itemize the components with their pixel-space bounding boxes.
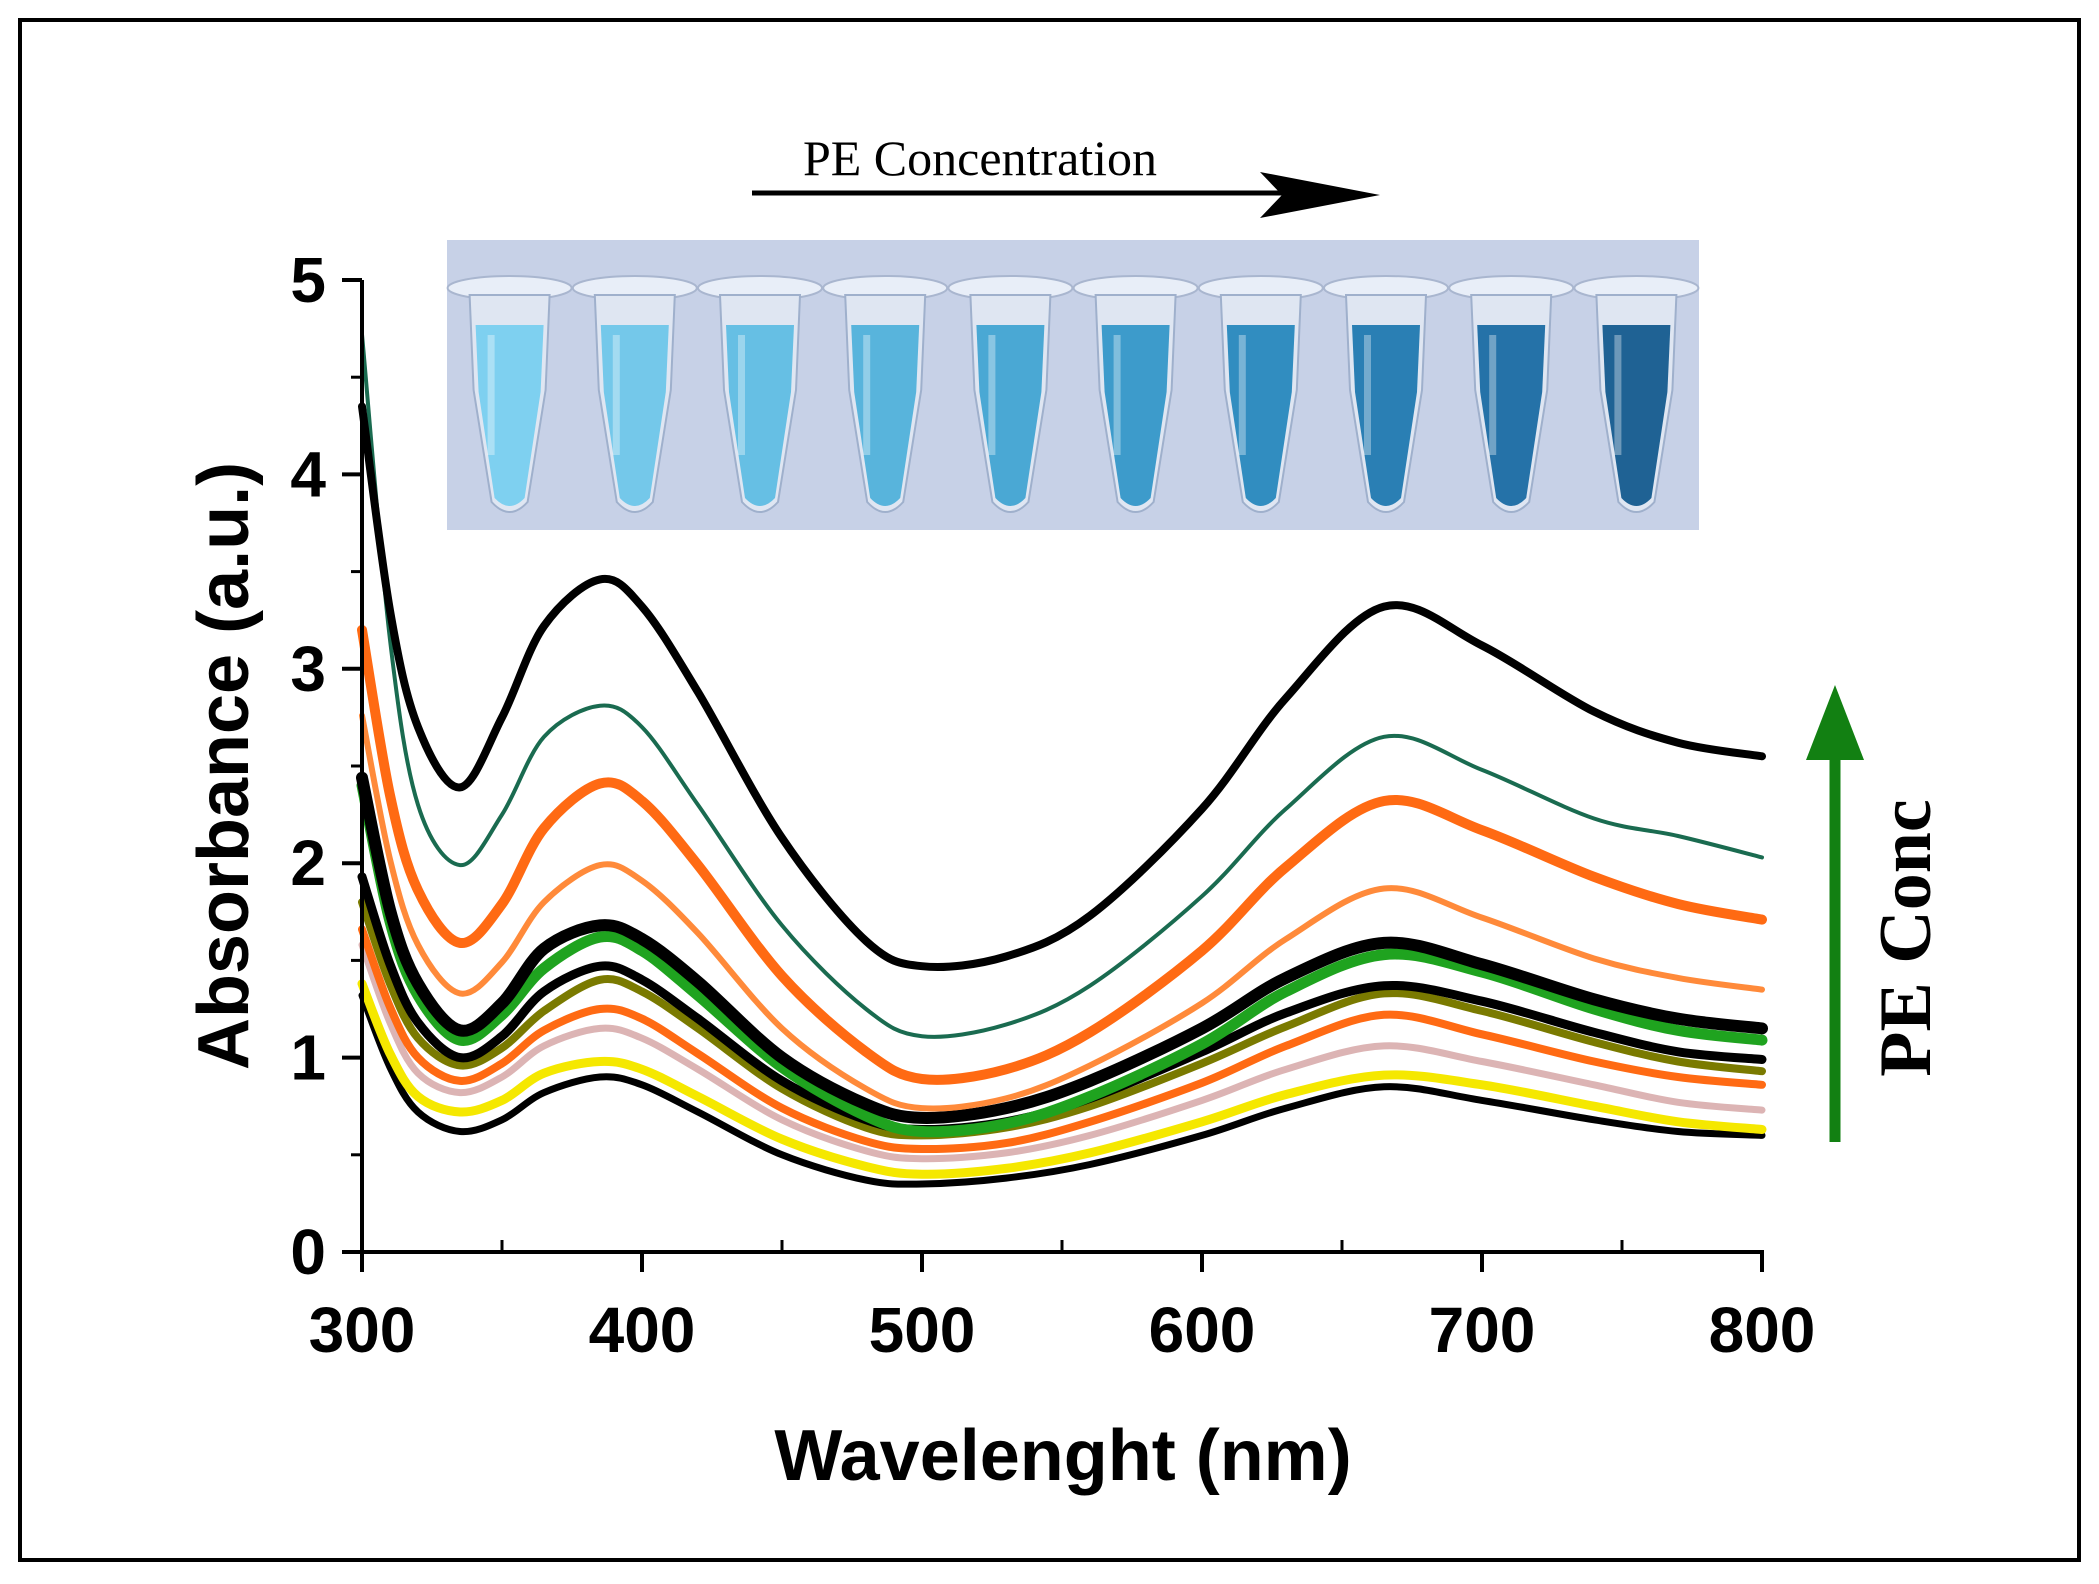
concentration-arrow-label: PE Concentration <box>803 130 1157 186</box>
tube <box>822 275 949 513</box>
series-line <box>360 332 1764 1039</box>
tube-liquid <box>1352 325 1420 506</box>
series-line <box>358 402 1766 971</box>
concentration-arrow-side: PE Conc <box>1806 685 1947 1142</box>
tube-highlight <box>738 335 745 455</box>
tube-highlight <box>988 335 996 455</box>
tube <box>947 275 1074 513</box>
tube-highlight <box>1113 335 1121 455</box>
series-line <box>357 624 1767 1085</box>
x-tick-label: 400 <box>589 1294 696 1366</box>
side-arrow-head <box>1806 685 1864 760</box>
tube <box>571 275 698 513</box>
tube-liquid <box>600 325 669 506</box>
tube-highlight <box>1238 335 1246 455</box>
tube-highlight <box>487 335 495 455</box>
series-line <box>358 991 1766 1188</box>
x-tick-label: 500 <box>869 1294 976 1366</box>
series-line <box>358 898 1766 1140</box>
y-tick-label: 2 <box>290 827 326 899</box>
tube-highlight <box>612 335 620 455</box>
y-tick-label: 5 <box>290 244 326 316</box>
tube-highlight <box>863 335 871 455</box>
tube-liquid <box>851 325 920 506</box>
tube <box>1448 275 1575 513</box>
tube-liquid <box>1101 325 1170 506</box>
tube <box>1197 275 1324 513</box>
tube-liquid <box>475 325 544 506</box>
x-tick-label: 600 <box>1149 1294 1256 1366</box>
series-line <box>358 941 1766 1163</box>
side-arrow-label: PE Conc <box>1865 799 1947 1077</box>
series-line <box>358 925 1766 1154</box>
x-tick-label: 700 <box>1429 1294 1536 1366</box>
tube-row <box>446 275 1700 513</box>
concentration-arrow-top: PE Concentration <box>752 130 1380 218</box>
y-axis-title: Absorbance (a.u.) <box>184 462 264 1070</box>
tube <box>1323 275 1449 513</box>
series-line <box>356 771 1768 1124</box>
tube-liquid <box>1602 325 1671 506</box>
series-line <box>359 712 1765 1112</box>
tube-photo-inset <box>446 240 1700 530</box>
concentration-arrow-head <box>1260 172 1380 218</box>
tube <box>1573 275 1700 513</box>
y-tick-label: 4 <box>290 438 326 510</box>
tube-liquid <box>976 325 1045 506</box>
tube <box>446 275 573 513</box>
series-line <box>357 979 1767 1179</box>
y-tick-label: 3 <box>290 633 326 705</box>
tube-highlight <box>1364 335 1371 455</box>
tube-highlight <box>1489 335 1497 455</box>
data-curves <box>356 332 1768 1188</box>
x-axis-title: Wavelenght (nm) <box>774 1416 1351 1496</box>
x-tick-label: 300 <box>309 1294 416 1366</box>
series-line <box>356 779 1768 1138</box>
tube <box>697 275 823 513</box>
y-tick-label: 0 <box>290 1216 326 1288</box>
x-ticks: 300 400 500 600 700 800 <box>309 1240 1816 1366</box>
x-tick-label: 800 <box>1709 1294 1816 1366</box>
axes: 0 1 2 3 4 5 300 400 500 600 700 800 <box>290 244 1815 1366</box>
y-ticks: 0 1 2 3 4 5 <box>290 244 362 1288</box>
tube-highlight <box>1614 335 1622 455</box>
tube-liquid <box>726 325 794 506</box>
tube <box>1072 275 1199 513</box>
tube-liquid <box>1477 325 1546 506</box>
tube-liquid <box>1226 325 1295 506</box>
y-tick-label: 1 <box>290 1022 326 1094</box>
